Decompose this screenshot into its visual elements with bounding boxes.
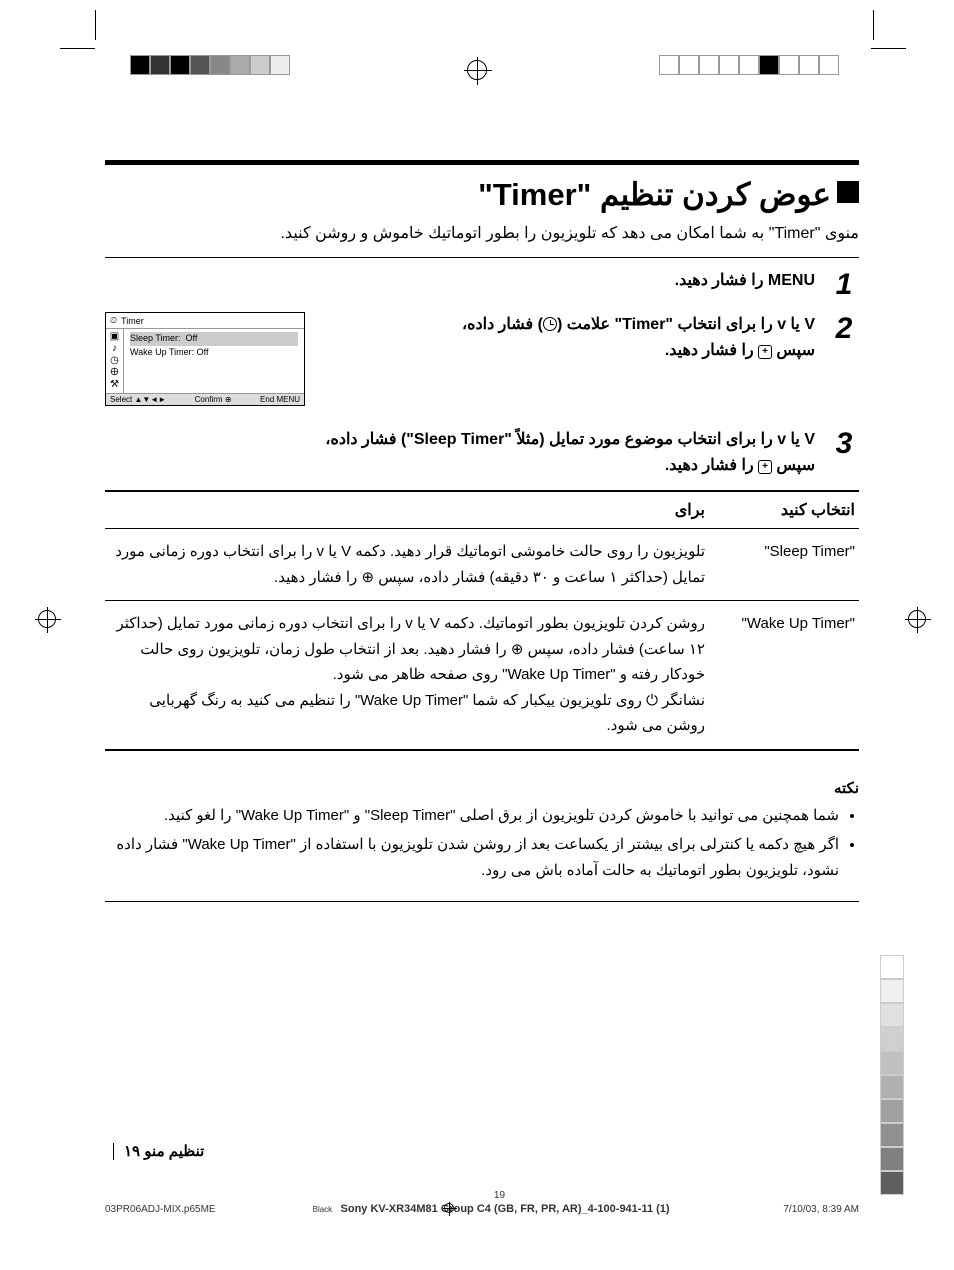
step-number: 1 (829, 268, 859, 302)
print-meta-footer: 03PR06ADJ-MIX.p65ME 19 Black Sony KV-XR3… (105, 1190, 859, 1215)
osd-sidebar-icons: ▣ ♪ ◷ 🜨 ⚒ (106, 329, 124, 393)
thin-divider (105, 257, 859, 258)
osd-footer-end: End MENU (260, 395, 300, 404)
page-label: تنظیم منو ۱۹ (105, 1142, 859, 1160)
meta-model-line: Black Sony KV-XR34M81 Group C4 (GB, FR, … (216, 1203, 784, 1215)
crop-mark (60, 48, 95, 49)
side-gradient-strip (880, 955, 904, 1195)
step-1: 1 MENU را فشار دهید. (105, 268, 859, 302)
clock-icon: ⏲ (110, 315, 117, 326)
footer-category: تنظیم منو (144, 1143, 204, 1160)
table-row: "Sleep Timer" تلویزیون را روی حالت خاموش… (105, 529, 859, 601)
meta-black: Black (313, 1205, 333, 1214)
note-section: نکته شما همچنین می توانید با خاموش کردن … (105, 779, 859, 903)
step2-line2-b: را فشار دهید. (665, 342, 758, 359)
step3-line2-b: را فشار دهید. (665, 457, 758, 474)
screen-icon: ▣ (110, 332, 119, 342)
step2-line2-a: سپس (772, 342, 815, 359)
step3-line1: V یا v را برای انتخاب موضوع مورد تمایل (… (325, 431, 815, 448)
meta-model: Sony KV-XR34M81 Group C4 (GB, FR, PR, AR… (341, 1203, 670, 1215)
step-3: 3 V یا v را برای انتخاب موضوع مورد تمایل… (105, 427, 859, 478)
section-divider-bar (105, 160, 859, 165)
plus-button-icon: + (758, 460, 772, 474)
registration-target-icon (467, 60, 487, 80)
page-title: عوض کردن تنظیم "Timer" (105, 177, 859, 213)
intro-paragraph: منوی "Timer" به شما امکان می دهد که تلوی… (105, 223, 859, 243)
table-desc-wakeup: روشن کردن تلویزیون بطور اتوماتیك. دکمه V… (105, 601, 709, 750)
table-row: "Wake Up Timer" روشن کردن تلویزیون بطور … (105, 601, 859, 750)
wakeup-para-2: نشانگر ⏻ روی تلویزیون ییکبار که شما "Wak… (109, 688, 705, 739)
note-item-2: اگر هیچ دکمه یا کنترلی برای بیشتر از یکس… (105, 832, 839, 883)
table-key-wakeup: "Wake Up Timer" (709, 601, 859, 750)
table-header-for: برای (105, 491, 709, 529)
side-registration-left (38, 610, 56, 628)
osd-footer: Select ▲▼◄► Confirm ⊕ End MENU (106, 393, 304, 405)
osd-content: Sleep Timer: Off Wake Up Timer: Off (124, 329, 304, 393)
meta-page: 19 (216, 1190, 784, 1201)
meta-center: 19 Black Sony KV-XR34M81 Group C4 (GB, F… (216, 1190, 784, 1215)
step3-line2-a: سپس (772, 457, 815, 474)
osd-footer-confirm: Confirm ⊕ (195, 395, 232, 404)
plus-button-icon: + (758, 345, 772, 359)
title-bullet-icon (837, 181, 859, 203)
crop-mark (873, 10, 874, 40)
table-desc-sleep: تلویزیون را روی حالت خاموشی اتوماتیك قرا… (105, 529, 709, 601)
note-title: نکته (105, 779, 859, 797)
note-item-1: شما همچنین می توانید با خاموش کردن تلویز… (105, 803, 839, 829)
osd-sleep-label: Sleep Timer: (130, 332, 181, 346)
color-bar-right (659, 55, 839, 75)
step2-line1-a: V یا v را برای انتخاب "Timer" علامت ( (557, 316, 815, 333)
step-body: V یا v را برای انتخاب موضوع مورد تمایل (… (105, 427, 815, 478)
note-icon: ♪ (112, 344, 117, 354)
clock-icon: ◷ (110, 356, 119, 366)
note-list: شما همچنین می توانید با خاموش کردن تلویز… (105, 803, 859, 884)
title-text: عوض کردن تنظیم "Timer" (478, 177, 831, 212)
table-key-sleep: "Sleep Timer" (709, 529, 859, 601)
osd-header: ⏲ Timer (106, 313, 304, 329)
step-number: 2 (829, 312, 859, 346)
clock-icon (543, 317, 557, 331)
osd-sleep-value: Off (186, 332, 198, 346)
footer-page-number: ۱۹ (113, 1143, 140, 1160)
osd-row: Wake Up Timer: Off (130, 346, 298, 360)
print-registration-marks (0, 0, 954, 90)
meta-filename: 03PR06ADJ-MIX.p65ME (105, 1204, 216, 1215)
osd-screenshot: ⏲ Timer ▣ ♪ ◷ 🜨 ⚒ Sleep Timer: Off Wake … (105, 312, 305, 406)
setup-icon: ⚒ (110, 380, 119, 390)
options-table: انتخاب کنید برای "Sleep Timer" تلویزیون … (105, 490, 859, 751)
crop-mark (95, 10, 96, 40)
step-number: 3 (829, 427, 859, 461)
step-body: MENU را فشار دهید. (105, 268, 815, 294)
color-bar-left (130, 55, 290, 75)
step-2: 2 V یا v را برای انتخاب "Timer" علامت ()… (105, 312, 859, 417)
side-registration-right (908, 610, 926, 628)
osd-row-selected: Sleep Timer: Off (130, 332, 298, 346)
table-header-select: انتخاب کنید (709, 491, 859, 529)
osd-title: Timer (121, 316, 144, 326)
meta-date: 7/10/03, 8:39 AM (783, 1204, 859, 1215)
wakeup-para-1: روشن کردن تلویزیون بطور اتوماتیك. دکمه V… (109, 611, 705, 688)
crop-mark (871, 48, 906, 49)
page-footer: تنظیم منو ۱۹ (105, 1142, 859, 1160)
osd-footer-select: Select ▲▼◄► (110, 395, 166, 404)
step2-line1-b: ) فشار داده، (462, 316, 543, 333)
globe-icon: 🜨 (110, 368, 118, 378)
